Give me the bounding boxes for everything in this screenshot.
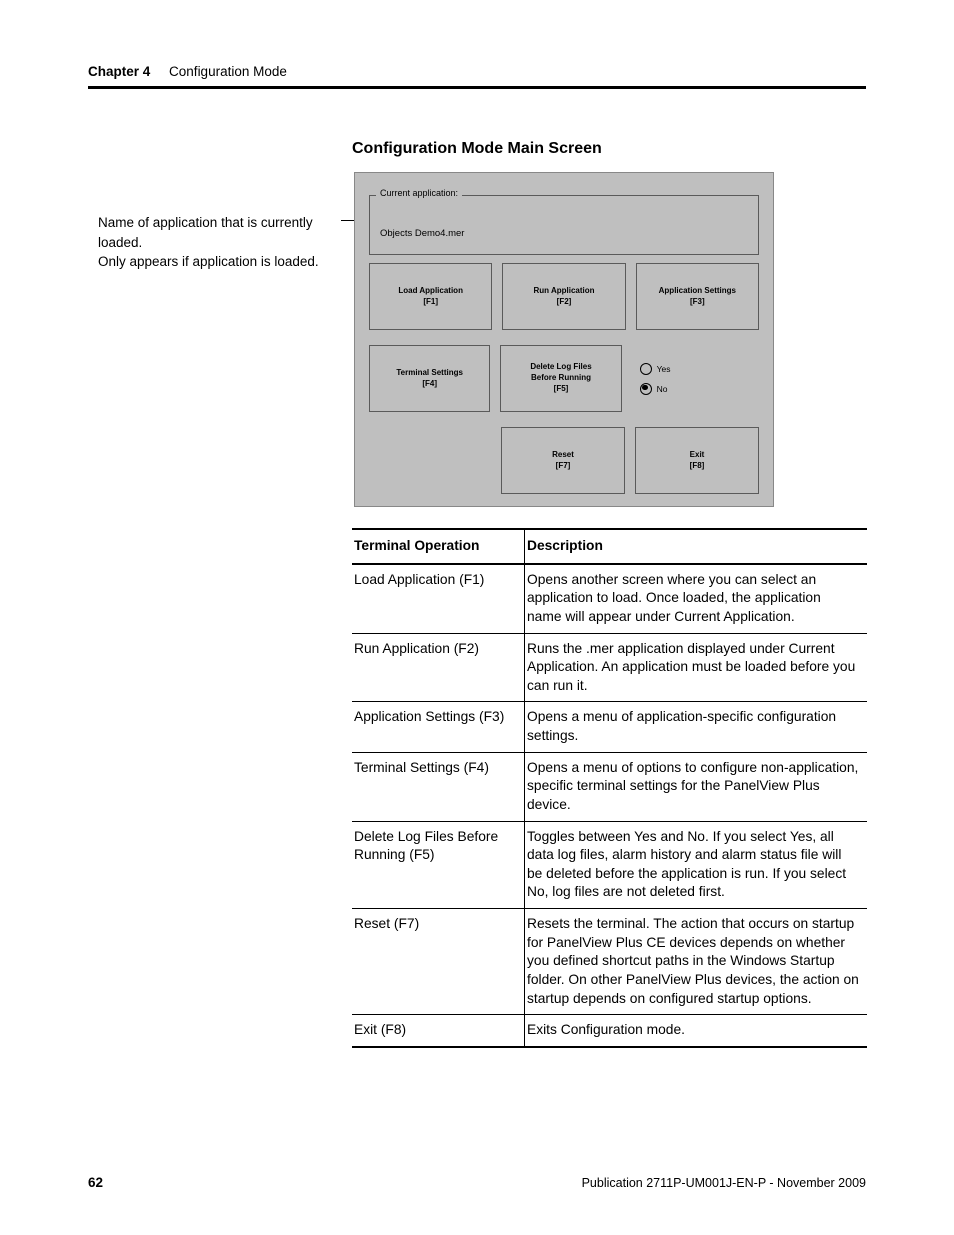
load-application-button[interactable]: Load Application [F1] [369,263,492,330]
empty-cell [369,427,491,494]
desc-cell: Resets the terminal. The action that occ… [525,909,868,1015]
btn-f5-key: [F5] [554,384,569,395]
table-row: Reset (F7) Resets the terminal. The acti… [352,909,867,1015]
desc-cell: Toggles between Yes and No. If you selec… [525,821,868,909]
radio-no-icon [640,383,652,395]
table-header-row: Terminal Operation Description [352,529,867,564]
btn-f1-label: Load Application [398,286,463,297]
radio-no-label: No [657,384,668,394]
op-cell: Exit (F8) [352,1015,525,1047]
desc-cell: Opens a menu of application-specific con… [525,702,868,752]
radio-yes-option[interactable]: Yes [640,363,671,375]
terminal-screen: Current application: Objects Demo4.mer L… [354,172,774,507]
desc-cell: Opens another screen where you can selec… [525,564,868,633]
btn-f7-key: [F7] [556,461,571,472]
application-settings-button[interactable]: Application Settings [F3] [636,263,759,330]
radio-yes-label: Yes [657,364,671,374]
op-cell: Delete Log Files Before Running (F5) [352,821,525,909]
btn-f8-label: Exit [690,450,705,461]
operations-table: Terminal Operation Description Load Appl… [352,528,867,1048]
btn-f7-label: Reset [552,450,574,461]
section-heading: Configuration Mode Main Screen [352,140,602,158]
op-cell: Terminal Settings (F4) [352,752,525,821]
table-row: Load Application (F1) Opens another scre… [352,564,867,633]
table-row: Run Application (F2) Runs the .mer appli… [352,633,867,702]
btn-f3-key: [F3] [690,297,705,308]
btn-f8-key: [F8] [690,461,705,472]
chapter-title: Configuration Mode [169,64,287,79]
btn-f4-label: Terminal Settings [396,368,463,379]
col-header-operation: Terminal Operation [352,529,525,564]
reset-button[interactable]: Reset [F7] [501,427,625,494]
terminal-settings-button[interactable]: Terminal Settings [F4] [369,345,490,412]
side-note-line2: Only appears if application is loaded. [98,254,319,269]
table-row: Terminal Settings (F4) Opens a menu of o… [352,752,867,821]
side-note: Name of application that is currently lo… [98,213,344,272]
btn-f1-key: [F1] [423,297,438,308]
exit-button[interactable]: Exit [F8] [635,427,759,494]
desc-cell: Opens a menu of options to configure non… [525,752,868,821]
current-app-panel: Current application: Objects Demo4.mer [369,195,759,255]
current-app-value: Objects Demo4.mer [380,228,464,239]
delete-log-files-button[interactable]: Delete Log Files Before Running [F5] [500,345,621,412]
btn-f3-label: Application Settings [659,286,736,297]
desc-cell: Runs the .mer application displayed unde… [525,633,868,702]
run-application-button[interactable]: Run Application [F2] [502,263,625,330]
btn-f4-key: [F4] [422,379,437,390]
current-app-label: Current application: [376,188,462,198]
op-cell: Run Application (F2) [352,633,525,702]
col-header-description: Description [525,529,868,564]
radio-no-option[interactable]: No [640,383,668,395]
table-row: Exit (F8) Exits Configuration mode. [352,1015,867,1047]
desc-cell: Exits Configuration mode. [525,1015,868,1047]
page-header: Chapter 4 Configuration Mode [88,64,866,79]
chapter-label: Chapter 4 [88,64,150,79]
radio-yes-icon [640,363,652,375]
btn-f2-key: [F2] [557,297,572,308]
delete-log-radio-group: Yes No [632,345,759,412]
btn-f5-label1: Delete Log Files [530,362,591,373]
btn-f5-label2: Before Running [531,373,591,384]
op-cell: Application Settings (F3) [352,702,525,752]
page-number: 62 [88,1175,103,1190]
side-note-line1: Name of application that is currently lo… [98,215,313,250]
table-row: Delete Log Files Before Running (F5) Tog… [352,821,867,909]
op-cell: Reset (F7) [352,909,525,1015]
header-rule [88,86,866,89]
publication-info: Publication 2711P-UM001J-EN-P - November… [582,1176,866,1190]
op-cell: Load Application (F1) [352,564,525,633]
btn-f2-label: Run Application [533,286,594,297]
table-row: Application Settings (F3) Opens a menu o… [352,702,867,752]
